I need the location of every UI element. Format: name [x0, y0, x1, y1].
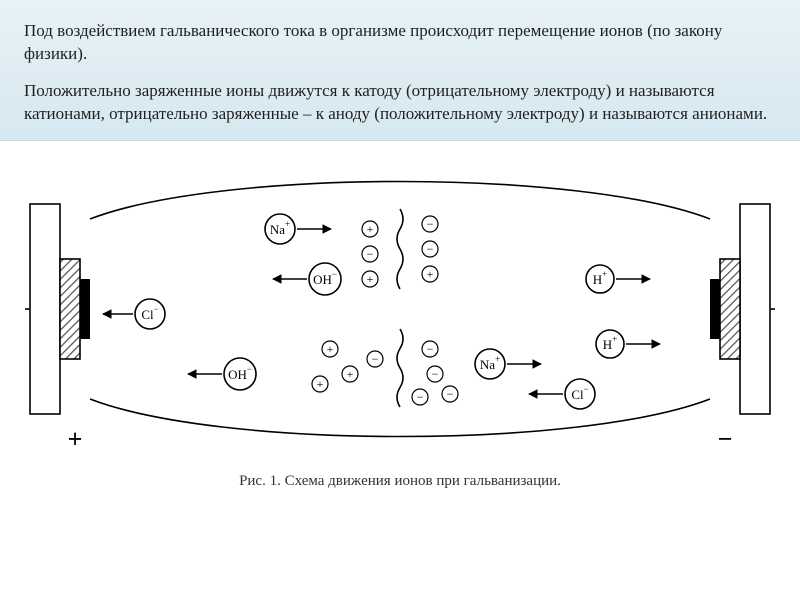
svg-text:+: + — [317, 377, 324, 391]
figure-caption: Рис. 1. Схема движения ионов при гальван… — [0, 473, 800, 490]
paragraph-1: Под воздействием гальванического тока в … — [24, 20, 776, 66]
svg-text:+: + — [68, 424, 83, 453]
svg-text:−: − — [718, 424, 733, 453]
svg-text:+: + — [427, 267, 434, 281]
svg-text:−: − — [427, 242, 434, 256]
svg-text:+: + — [327, 342, 334, 356]
svg-text:−: − — [447, 387, 454, 401]
svg-text:−: − — [432, 367, 439, 381]
svg-text:−: − — [427, 342, 434, 356]
description-panel: Под воздействием гальванического тока в … — [0, 0, 800, 141]
paragraph-2: Положительно заряженные ионы движутся к … — [24, 80, 776, 126]
svg-text:+: + — [347, 367, 354, 381]
svg-text:−: − — [427, 217, 434, 231]
svg-text:−: − — [367, 247, 374, 261]
svg-text:+: + — [367, 222, 374, 236]
diagram-area: +−Na+OH−Cl−OH−Na+H+H+Cl−+−+++−+−−+−−−− Р… — [0, 141, 800, 490]
ion-diagram: +−Na+OH−Cl−OH−Na+H+H+Cl−+−+++−+−−+−−−− — [20, 149, 780, 469]
svg-text:−: − — [417, 390, 424, 404]
svg-text:+: + — [367, 272, 374, 286]
svg-text:−: − — [372, 352, 379, 366]
